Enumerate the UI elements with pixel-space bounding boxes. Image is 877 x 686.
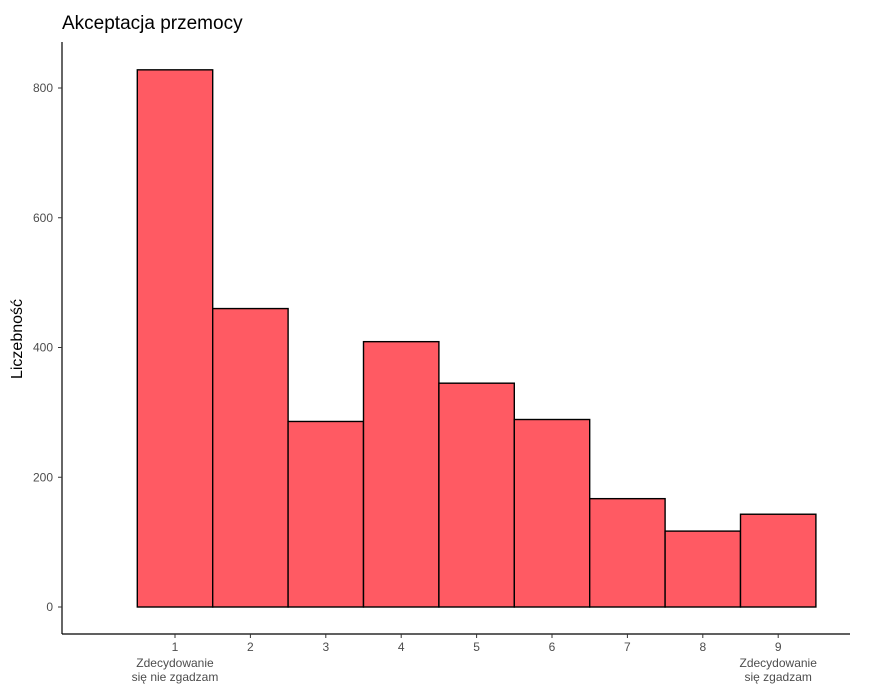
chart-title: Akceptacja przemocy xyxy=(62,13,243,34)
x-tick-label-2: 2 xyxy=(247,640,254,654)
bar-3 xyxy=(287,420,365,608)
y-axis-label: Liczebność xyxy=(9,299,26,379)
bars-group xyxy=(136,69,817,608)
x-tick-sublabel-1-1: Zdecydowanie xyxy=(136,656,214,670)
y-tick-label-800: 800 xyxy=(33,81,53,95)
x-tick-label-4: 4 xyxy=(398,640,405,654)
y-axis: 0 200 400 600 800 xyxy=(33,42,63,634)
y-tick-label-400: 400 xyxy=(33,341,53,355)
x-tick-sublabel-1-2: się nie zgadzam xyxy=(132,670,219,684)
x-tick-label-6: 6 xyxy=(549,640,556,654)
bar-7 xyxy=(589,497,666,608)
x-tick-label-9: 9 xyxy=(775,640,782,654)
x-tick-label-3: 3 xyxy=(322,640,329,654)
y-tick-label-0: 0 xyxy=(46,600,53,614)
bar-5 xyxy=(438,382,515,608)
bar-2 xyxy=(211,307,289,608)
x-tick-label-5: 5 xyxy=(473,640,480,654)
x-tick-sublabel-9-2: się zgadzam xyxy=(745,670,812,684)
x-tick-label-8: 8 xyxy=(699,640,706,654)
y-tick-label-200: 200 xyxy=(33,470,53,484)
bar-4 xyxy=(362,340,440,608)
bar-1 xyxy=(136,69,214,608)
bar-9 xyxy=(739,513,817,608)
bar-6 xyxy=(513,418,591,608)
x-tick-sublabel-9-1: Zdecydowanie xyxy=(740,656,818,670)
x-tick-label-7: 7 xyxy=(624,640,631,654)
x-tick-label-1: 1 xyxy=(172,640,179,654)
bar-8 xyxy=(664,530,742,608)
y-tick-label-600: 600 xyxy=(33,211,53,225)
